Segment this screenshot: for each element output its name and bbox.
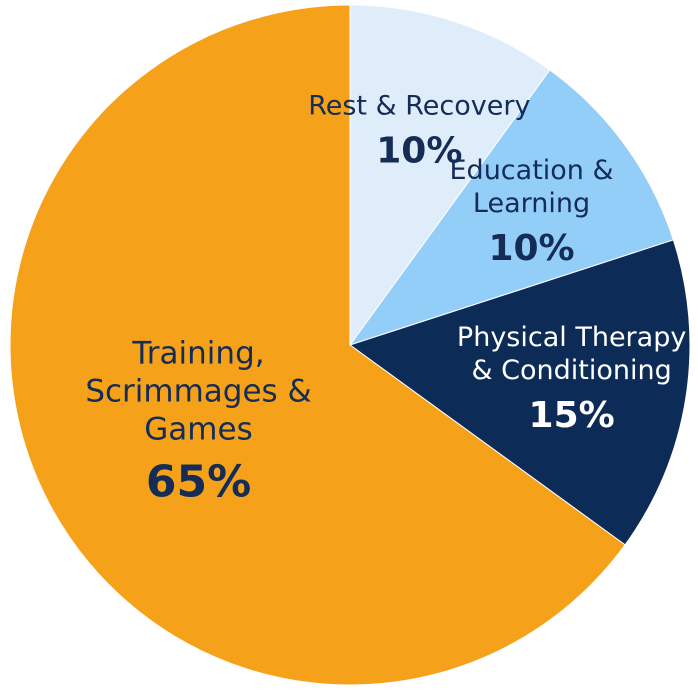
pie-slice <box>9 4 626 686</box>
slice-label: Rest & Recovery 10% <box>304 90 534 173</box>
pie-slice <box>348 239 691 546</box>
slice-label: Physical Therapy & Conditioning 15% <box>457 322 687 438</box>
value-label: 15% <box>528 395 615 437</box>
pie-slice <box>349 4 551 347</box>
slice-label: Training, Scrimmages & Games 65% <box>84 336 314 509</box>
value-label: 65% <box>145 456 252 508</box>
category-label: Education & Learning <box>449 155 614 220</box>
value-label: 10% <box>376 130 463 172</box>
value-label: 10% <box>488 228 575 270</box>
slice-label: Education & Learning 10% <box>417 155 647 271</box>
pie-slice <box>348 69 674 346</box>
category-label: Rest & Recovery <box>308 90 531 122</box>
category-label: Training, Scrimmages & Games <box>85 335 312 448</box>
category-label: Physical Therapy & Conditioning <box>456 322 687 387</box>
